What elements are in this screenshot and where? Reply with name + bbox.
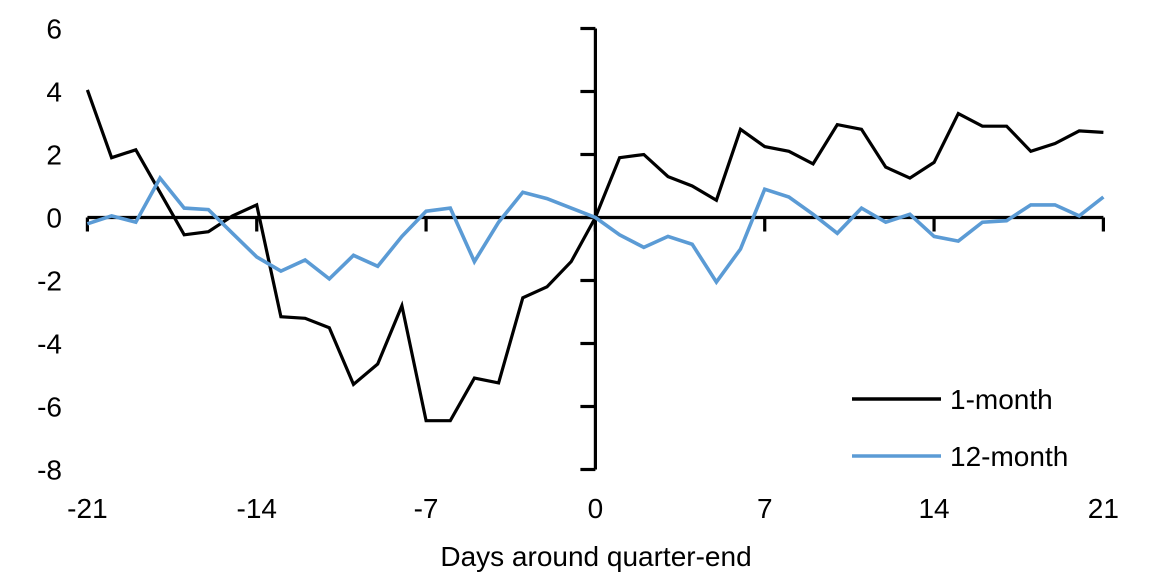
- y-tick-label: -8: [37, 455, 62, 486]
- y-tick-label: -4: [37, 329, 62, 360]
- x-tick-label: 7: [757, 493, 773, 524]
- legend-label-12-month: 12-month: [950, 441, 1068, 472]
- y-tick-label: 2: [46, 140, 62, 171]
- y-tick-label: 6: [46, 14, 62, 45]
- x-tick-label: -14: [237, 493, 277, 524]
- legend-label-1-month: 1-month: [950, 384, 1053, 415]
- x-axis-title: Days around quarter-end: [440, 541, 751, 572]
- x-tick-label: -7: [414, 493, 439, 524]
- series-lines: [85, 89, 1105, 423]
- x-tick-label: 14: [918, 493, 949, 524]
- series-line-12-month: [86, 174, 1105, 286]
- y-tick-label: -2: [37, 266, 62, 297]
- y-tick-label: 4: [46, 77, 62, 108]
- x-tick-label: 21: [1088, 493, 1119, 524]
- x-tick-label: -21: [67, 493, 107, 524]
- y-tick-label: -6: [37, 392, 62, 423]
- tick-labels: -21 -14 -7 0 7 14 21 6 4 2 0 -2 -4 -6 -8: [37, 14, 1119, 525]
- x-tick-label: 0: [588, 493, 604, 524]
- legend: 1-month 12-month: [852, 384, 1068, 472]
- y-tick-label: 0: [46, 203, 62, 234]
